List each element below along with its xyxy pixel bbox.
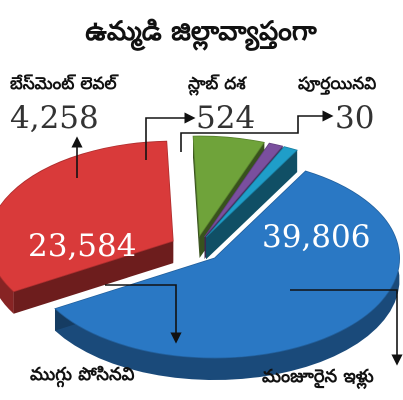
slice-completed: [205, 146, 298, 260]
slice-muggu-posinavi-top: [0, 140, 174, 293]
slice-sanctioned-houses: [54, 170, 400, 380]
slice-slab-stage-top: [204, 142, 284, 238]
label-basement-level: బేస్‌మెంట్ లెవల్: [10, 74, 119, 94]
slice-completed-top: [205, 146, 298, 238]
slice-basement-level-top: [192, 135, 265, 238]
chart-title: ఉమ్మడి జిల్లావ్యాప్తంగా: [85, 16, 317, 51]
value-sanctioned-houses: 39,806: [262, 219, 370, 255]
slice-completed-face-1: [206, 150, 298, 260]
value-slab-stage: 524: [196, 100, 255, 136]
slice-sanctioned-houses-top: [54, 170, 400, 359]
label-muggu-posinavi: ముగ్గు పోసినవి: [30, 364, 135, 388]
value-muggu-posinavi: 23,584: [28, 228, 136, 264]
value-basement-level: 4,258: [10, 100, 99, 136]
leader-muggu: [105, 284, 182, 344]
slice-muggu-posinavi-face-0: [13, 241, 174, 314]
value-completed: 30: [335, 100, 374, 136]
leader-slab: [145, 112, 196, 160]
slices-layer: [0, 135, 400, 380]
leader-completed: [180, 110, 334, 152]
label-slab-stage: స్లాబ్ దశ: [188, 74, 247, 96]
slice-muggu-posinavi: [0, 140, 174, 314]
leader-sanctioned: [290, 289, 403, 366]
label-completed: పూర్తయినవి: [298, 74, 376, 95]
label-sanctioned-houses: మంజూరైన ఇళ్లు: [262, 366, 374, 390]
